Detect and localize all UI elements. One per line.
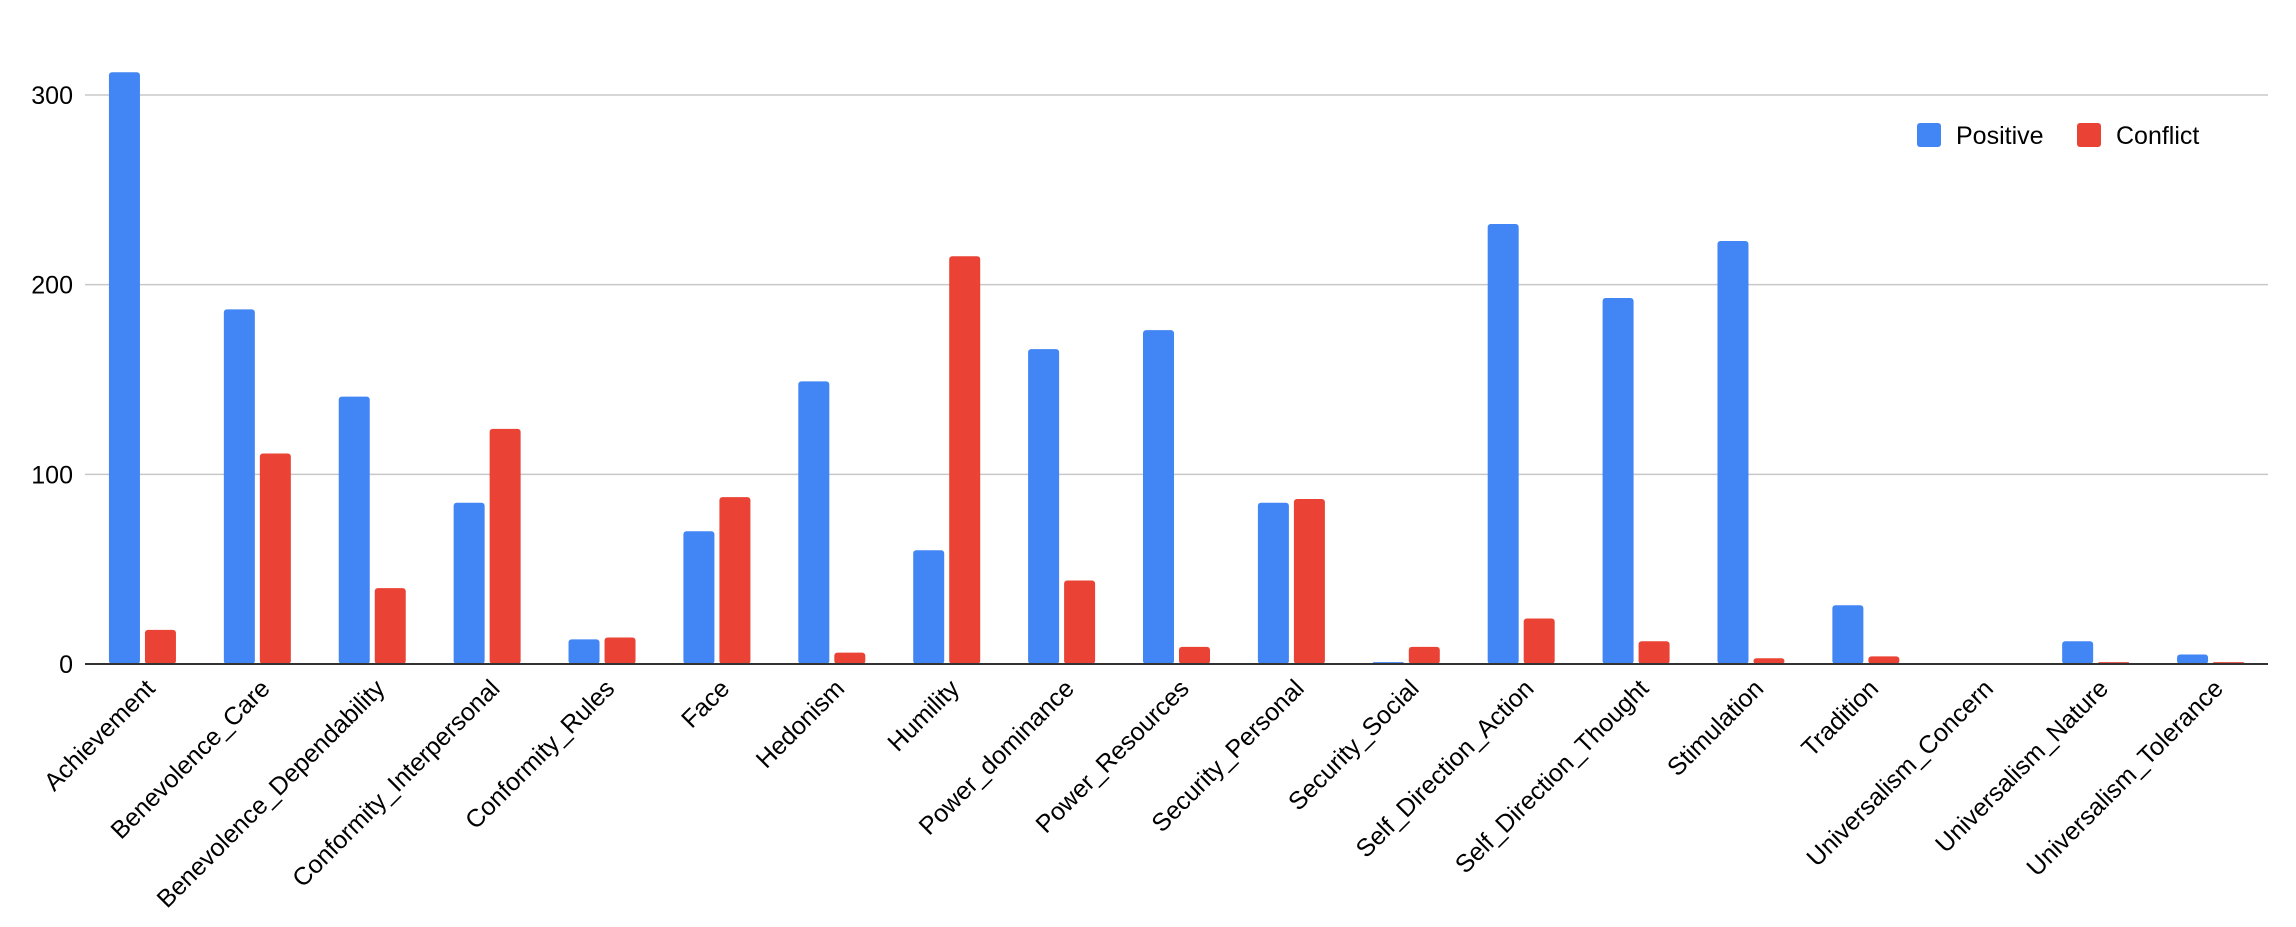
x-axis-ticks: AchievementBenevolence_CareBenevolence_D… [39,674,2229,913]
y-tick-label: 0 [59,651,73,679]
bar-conflict-self-direction-action [1523,618,1555,664]
bar-positive-self-direction-thought [1602,297,1634,664]
bar-conflict-security-personal [1293,498,1325,664]
bar-conflict-face [719,497,751,664]
bar-conflict-stimulation [1753,658,1785,664]
y-tick-label: 300 [31,82,73,110]
bar-positive-hedonism [798,381,830,664]
bar-positive-benevolence-dependability [338,396,370,664]
bar-conflict-conformity-rules [604,637,636,664]
bar-positive-achievement [108,72,140,665]
bar-conflict-conformity-interpersonal [489,428,521,664]
x-tick-label: Stimulation [1662,674,1769,781]
bars [108,72,2245,665]
x-tick-label: Achievement [39,674,161,796]
bar-positive-security-personal [1257,502,1289,664]
x-tick-label: Humility [882,674,965,757]
bar-conflict-hedonism [834,652,866,664]
legend-label-conflict: Conflict [2116,122,2199,150]
x-tick-label: Universalism_Concern [1801,674,1999,872]
x-tick-label: Self_Direction_Thought [1450,674,1655,879]
bar-positive-face [683,531,715,664]
x-tick-label: Benevolence_Dependability [152,674,391,913]
x-tick-label: Tradition [1796,674,1884,762]
legend-swatch-conflict [2077,123,2101,147]
bar-positive-power-dominance [1028,349,1060,664]
bar-conflict-self-direction-thought [1638,641,1670,664]
x-tick-label: Hedonism [751,674,850,773]
y-axis-ticks: 0 100 200 300 [31,82,73,679]
bar-positive-conformity-interpersonal [453,502,485,664]
bar-positive-stimulation [1717,241,1749,664]
x-tick-label: Face [676,674,735,733]
gridlines [85,94,2268,476]
bar-conflict-power-dominance [1064,580,1096,664]
legend-swatch-positive [1917,123,1941,147]
x-tick-label: Conformity_Interpersonal [287,674,505,892]
bar-positive-benevolence-care [223,309,255,664]
bar-conflict-security-social [1408,646,1440,664]
bar-conflict-tradition [1868,656,1900,664]
bar-positive-universalism-tolerance [2177,654,2209,664]
bar-conflict-achievement [144,629,176,664]
bar-conflict-benevolence-dependability [374,588,406,664]
legend-label-positive: Positive [1956,122,2044,150]
bar-positive-humility [913,550,945,664]
y-tick-label: 200 [31,272,73,300]
bar-positive-power-resources [1143,330,1174,664]
y-tick-label: 100 [31,461,73,489]
x-tick-label: Universalism_Tolerance [2021,674,2228,881]
bar-conflict-benevolence-care [259,453,291,664]
bar-positive-conformity-rules [568,639,600,664]
bar-conflict-humility [949,256,981,664]
bar-positive-universalism-nature [2062,641,2094,664]
bar-positive-tradition [1832,605,1864,664]
legend: Positive Conflict [1917,122,2199,150]
bar-conflict-power-resources [1179,646,1210,664]
bar-positive-self-direction-action [1487,223,1519,664]
